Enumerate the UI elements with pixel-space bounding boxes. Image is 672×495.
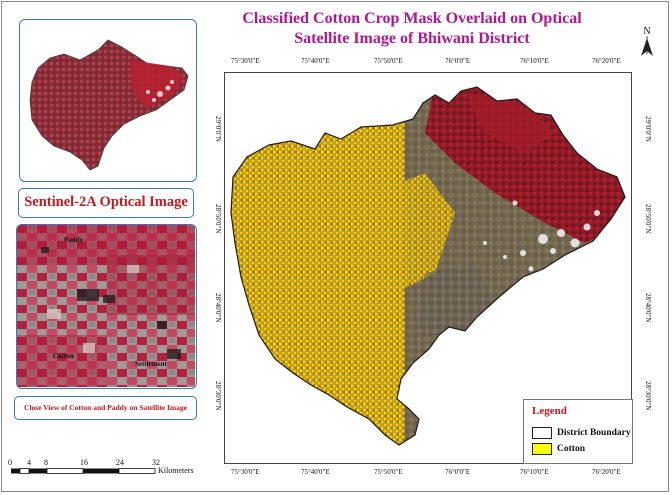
settlement-label: Settlement [135, 360, 167, 368]
legend-label-cotton: Cotton [557, 444, 585, 454]
coord-right-4: 28°30'0"N [644, 381, 652, 411]
inset-overview-panel [19, 19, 197, 182]
map-title-line1: Classified Cotton Crop Mask Overlaid on … [242, 10, 582, 27]
coord-right-3: 28°40'0"N [644, 293, 652, 323]
coord-top-2: 75°40'0"E [301, 57, 330, 65]
sentinel-label: Sentinel-2A Optical Image [18, 188, 194, 218]
coord-left-3: 28°40'0"N [214, 293, 222, 323]
coord-left-2: 28°50'0"N [214, 204, 222, 234]
scale-tick-24: 24 [116, 458, 124, 467]
north-arrow-label: N [643, 26, 650, 37]
scale-unit: Kilometers [158, 466, 194, 475]
legend-label-boundary: District Boundary [557, 428, 631, 438]
coord-top-5: 76°10'0"E [520, 57, 549, 65]
closeview-label: Close View of Cotton and Paddy on Satell… [14, 396, 197, 420]
legend-item-cotton: Cotton [532, 443, 585, 455]
paddy-label: Paddy [64, 236, 84, 244]
scale-tick-8: 8 [44, 458, 48, 467]
scale-bar: 0 4 8 16 24 32 Kilometers [8, 458, 208, 483]
coord-left-4: 28°30'0"N [214, 381, 222, 411]
inset-closeview-panel: Paddy Cotton Settlement [16, 224, 197, 389]
coord-top-4: 76°0'0"E [445, 57, 471, 65]
coord-left-1: 29°0'0"N [214, 116, 222, 142]
coord-bottom-5: 76°10'0"E [520, 468, 549, 476]
legend-title: Legend [532, 405, 567, 417]
scale-bar-graphic [11, 468, 156, 474]
coord-bottom-1: 75°30'0"E [231, 468, 260, 476]
cotton-label: Cotton [53, 352, 74, 360]
north-arrow-icon: N [641, 26, 653, 56]
coord-top-6: 76°20'0"E [592, 57, 621, 65]
coord-bottom-6: 76°20'0"E [592, 468, 621, 476]
coord-bottom-4: 76°0'0"E [445, 468, 471, 476]
legend-item-district-boundary: District Boundary [532, 427, 631, 439]
coord-top-3: 75°50'0"E [374, 57, 403, 65]
scale-tick-16: 16 [80, 458, 88, 467]
coord-top-1: 75°30'0"E [231, 57, 260, 65]
scale-tick-0: 0 [8, 458, 12, 467]
inset-overview-map [29, 39, 189, 171]
legend-swatch-cotton [532, 443, 552, 455]
map-title: Classified Cotton Crop Mask Overlaid on … [222, 9, 602, 49]
legend: Legend District Boundary Cotton [523, 399, 633, 464]
coord-right-1: 29°0'0"N [644, 116, 652, 142]
legend-swatch-boundary [532, 427, 552, 439]
coord-bottom-3: 75°50'0"E [374, 468, 403, 476]
main-map [230, 86, 626, 446]
coord-right-2: 28°50'0"N [644, 204, 652, 234]
district-boundary [230, 86, 626, 446]
map-title-line2: Satellite Image of Bhiwani District [294, 30, 530, 47]
inset-closeview-image [17, 225, 195, 387]
scale-tick-32: 32 [152, 458, 160, 467]
scale-tick-4: 4 [27, 458, 31, 467]
coord-bottom-2: 75°40'0"E [301, 468, 330, 476]
